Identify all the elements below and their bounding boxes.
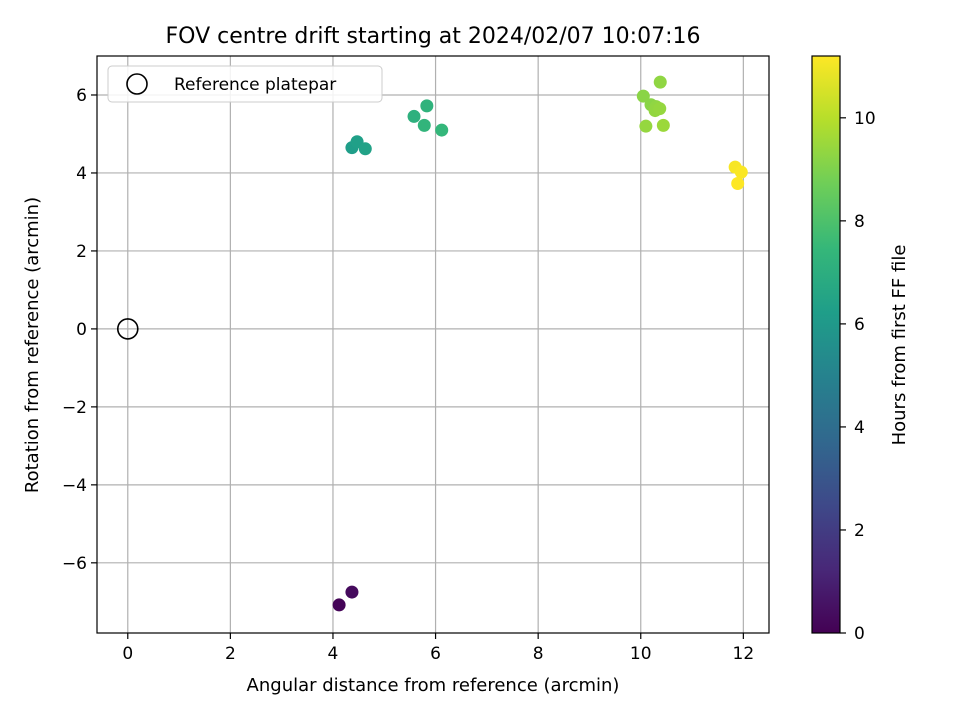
legend-reference-label: Reference platepar xyxy=(174,75,336,95)
colorbar-tick-label: 10 xyxy=(854,109,876,129)
colorbar-ticks: 0 2 4 6 8 10 xyxy=(840,109,876,644)
data-point xyxy=(359,142,372,155)
x-axis-label: Angular distance from reference (arcmin) xyxy=(247,675,620,696)
chart-title: FOV centre drift starting at 2024/02/07 … xyxy=(166,24,701,49)
colorbar-label: Hours from first FF file xyxy=(889,245,910,446)
x-tick-label: 12 xyxy=(733,644,755,664)
y-tick-label: −4 xyxy=(62,476,87,496)
x-tick-label: 0 xyxy=(122,644,133,664)
data-point xyxy=(653,102,666,115)
colorbar: 0 2 4 6 8 10 Hours from first FF file xyxy=(812,56,910,644)
data-point xyxy=(435,124,448,137)
plot-frame-bg xyxy=(97,56,769,633)
legend: Reference platepar xyxy=(108,66,382,102)
colorbar-tick-label: 2 xyxy=(854,521,865,541)
y-axis-label: Rotation from reference (arcmin) xyxy=(22,197,43,493)
x-tick-label: 4 xyxy=(328,644,339,664)
x-tick-label: 2 xyxy=(225,644,236,664)
x-tick-label: 10 xyxy=(630,644,652,664)
data-point xyxy=(731,177,744,190)
colorbar-tick-label: 4 xyxy=(854,418,865,438)
colorbar-tick-label: 8 xyxy=(854,212,865,232)
x-tick-label: 6 xyxy=(430,644,441,664)
data-point xyxy=(657,119,670,132)
data-point xyxy=(639,120,652,133)
data-point xyxy=(345,586,358,599)
y-tick-label: −6 xyxy=(62,554,87,574)
colorbar-tick-label: 0 xyxy=(854,624,865,644)
x-axis-ticks: 0 2 4 6 8 10 12 xyxy=(122,633,754,664)
y-axis-ticks: −6 −4 −2 0 2 4 6 xyxy=(62,86,97,574)
y-tick-label: 6 xyxy=(76,86,87,106)
plot-area xyxy=(97,56,769,633)
x-tick-label: 8 xyxy=(533,644,544,664)
data-point xyxy=(408,110,421,123)
colorbar-tick-label: 6 xyxy=(854,315,865,335)
y-tick-label: 2 xyxy=(76,242,87,262)
data-point xyxy=(654,76,667,89)
y-tick-label: 0 xyxy=(76,320,87,340)
data-point xyxy=(735,166,748,179)
data-point xyxy=(333,598,346,611)
y-tick-label: 4 xyxy=(76,164,87,184)
y-tick-label: −2 xyxy=(62,398,87,418)
data-point xyxy=(418,119,431,132)
data-point xyxy=(420,99,433,112)
colorbar-gradient xyxy=(812,56,840,633)
